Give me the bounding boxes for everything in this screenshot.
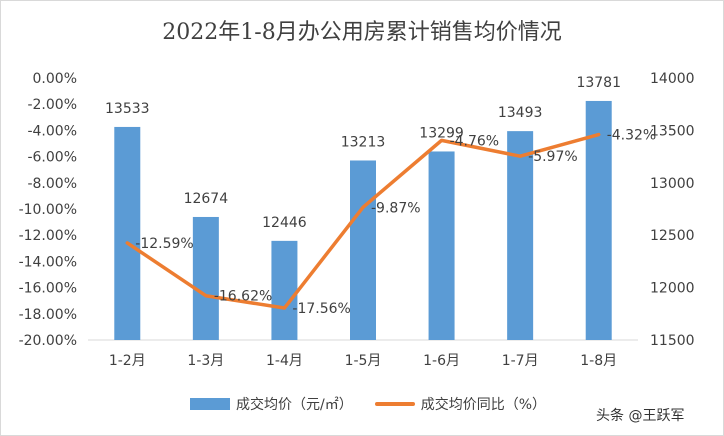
yoy-data-label: -5.97% [528,149,578,165]
yoy-data-label: -4.32% [607,128,657,144]
right-axis-tick-label: 14000 [650,71,695,87]
chart-title: 2022年1-8月办公用房累计销售均价情况 [162,20,562,45]
legend-bar-label: 成交均价（元/㎡） [236,397,353,413]
category-label: 1-8月 [580,353,617,369]
category-label: 1-4月 [266,353,303,369]
left-axis-tick-label: -10.00% [19,202,77,218]
left-axis-tick-label: -4.00% [27,123,77,139]
price-data-label: 12446 [262,215,307,231]
right-axis-tick-label: 13500 [650,123,695,139]
category-label: 1-3月 [187,353,224,369]
yoy-data-label: -9.87% [371,200,421,216]
price-bar [585,100,612,340]
yoy-data-label: -4.76% [450,133,500,149]
legend-item-price: 成交均价（元/㎡） [190,394,353,414]
right-axis-tick-label: 11500 [650,333,695,349]
yoy-data-label: -17.56% [292,301,350,317]
left-axis-tick-label: 0.00% [33,71,77,87]
left-axis-tick-label: -18.00% [19,307,77,323]
price-bar [271,240,298,340]
yoy-line [125,132,601,310]
price-bar [428,151,455,340]
price-data-label: 12674 [184,191,229,207]
price-bar [350,160,376,340]
category-label: 1-6月 [423,353,460,369]
right-axis-tick-label: 12000 [650,281,695,297]
price-data-label: 13213 [341,134,386,150]
left-axis-tick-label: -20.00% [19,333,77,349]
left-axis-tick-label: -8.00% [27,176,77,192]
price-bar [192,216,219,340]
left-axis-tick-label: -2.00% [27,97,77,113]
yoy-data-label: -12.59% [135,236,193,252]
legend-line-swatch [374,402,415,406]
price-data-label: 13781 [576,75,621,91]
left-axis-tick-label: -14.00% [19,254,77,270]
right-axis-tick-label: 12500 [650,228,695,244]
legend: 成交均价（元/㎡） 成交均价同比（%） [190,394,568,414]
category-label: 1-2月 [109,353,146,369]
price-data-label: 13493 [498,105,543,121]
legend-bar-swatch [190,398,230,410]
category-label: 1-7月 [502,353,539,369]
left-axis-tick-label: -12.00% [19,228,77,244]
price-data-label: 13533 [105,101,150,117]
left-axis-tick-label: -16.00% [19,281,77,297]
category-label: 1-5月 [345,353,382,369]
legend-line-label: 成交均价同比（%） [420,397,547,413]
yoy-data-label: -16.62% [214,289,272,305]
price-data-label: 13299 [419,125,464,141]
watermark: 头条 @王跃军 [596,408,685,424]
legend-item-yoy: 成交均价同比（%） [374,394,547,414]
price-bar [114,126,141,341]
right-axis-tick-label: 13000 [650,176,695,192]
left-axis-tick-label: -6.00% [27,150,77,166]
price-bar [507,131,534,340]
